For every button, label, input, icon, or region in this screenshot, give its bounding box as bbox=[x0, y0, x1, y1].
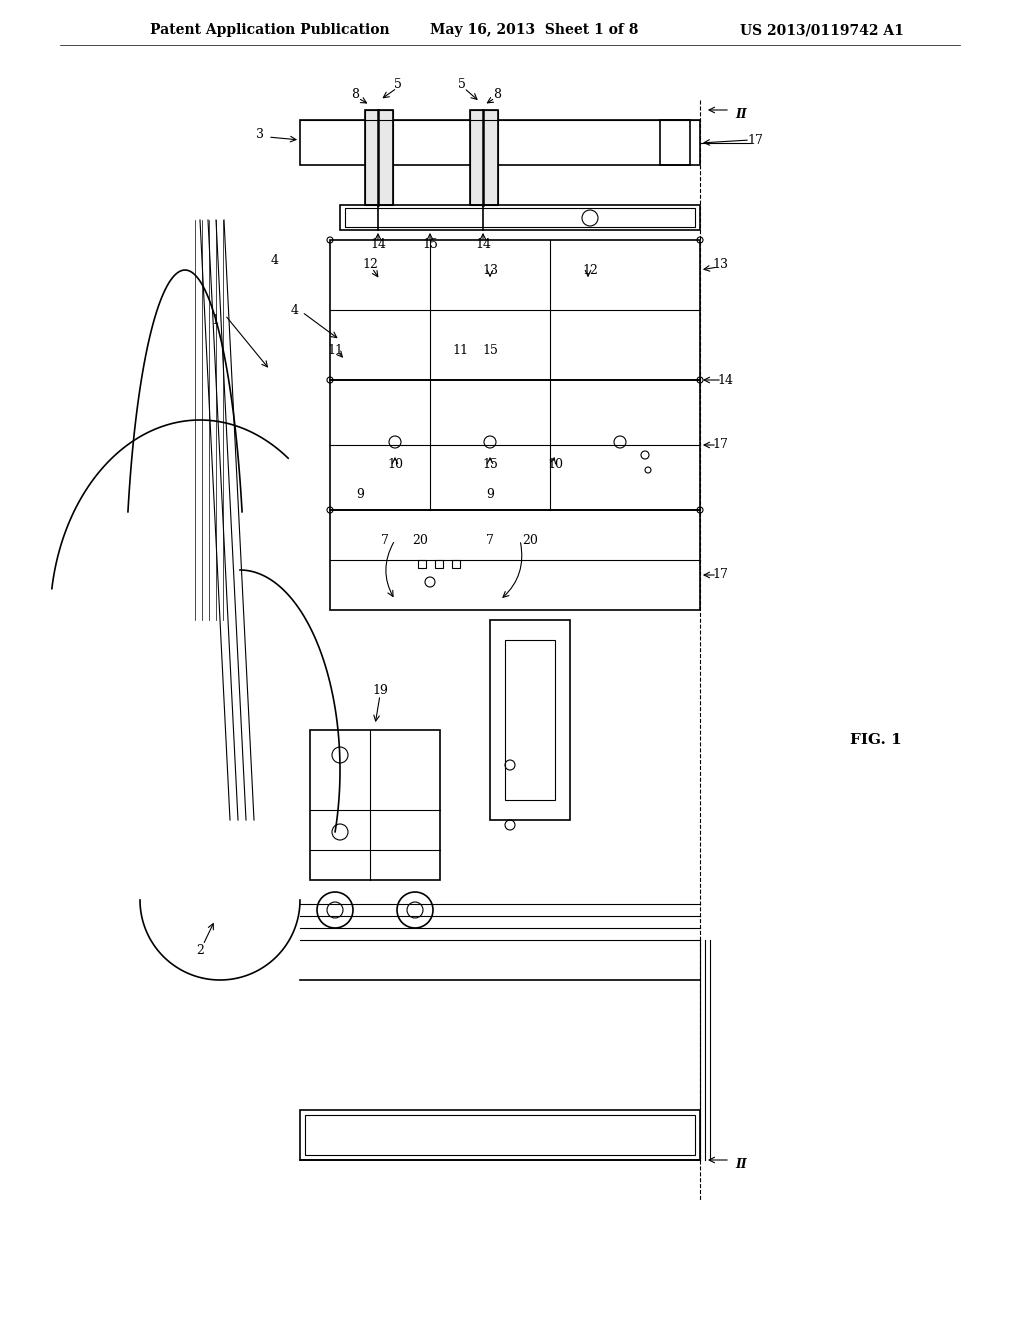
Text: 10: 10 bbox=[547, 458, 563, 471]
Bar bbox=[330, 240, 700, 380]
Text: 9: 9 bbox=[486, 488, 494, 502]
Text: 2: 2 bbox=[196, 944, 204, 957]
Text: 12: 12 bbox=[582, 264, 598, 276]
Text: 4: 4 bbox=[271, 253, 279, 267]
Bar bbox=[490, 620, 570, 820]
Text: 8: 8 bbox=[351, 88, 359, 102]
Bar bbox=[470, 110, 498, 205]
Text: 20: 20 bbox=[412, 533, 428, 546]
Text: 15: 15 bbox=[482, 343, 498, 356]
Text: 1: 1 bbox=[211, 314, 219, 326]
Text: 4: 4 bbox=[291, 304, 299, 317]
Text: Patent Application Publication: Patent Application Publication bbox=[150, 22, 389, 37]
Text: 10: 10 bbox=[387, 458, 403, 471]
Text: 13: 13 bbox=[482, 264, 498, 276]
Text: 17: 17 bbox=[712, 438, 728, 451]
Text: 11: 11 bbox=[327, 343, 343, 356]
Text: II: II bbox=[735, 1159, 746, 1172]
Bar bbox=[330, 510, 700, 610]
Text: 5: 5 bbox=[458, 78, 466, 91]
Bar bbox=[340, 205, 700, 230]
Bar bbox=[345, 209, 695, 227]
Text: 11: 11 bbox=[452, 343, 468, 356]
Text: 14: 14 bbox=[475, 239, 490, 252]
Text: 17: 17 bbox=[712, 569, 728, 582]
Text: 3: 3 bbox=[256, 128, 264, 141]
Bar bbox=[365, 110, 393, 205]
Bar bbox=[300, 120, 690, 165]
Bar bbox=[365, 110, 393, 205]
Text: 17: 17 bbox=[748, 133, 763, 147]
Text: 15: 15 bbox=[482, 458, 498, 471]
Text: 15: 15 bbox=[422, 239, 438, 252]
Text: 5: 5 bbox=[394, 78, 402, 91]
Text: May 16, 2013  Sheet 1 of 8: May 16, 2013 Sheet 1 of 8 bbox=[430, 22, 638, 37]
Text: 14: 14 bbox=[717, 374, 733, 387]
Bar bbox=[452, 560, 460, 568]
Text: 8: 8 bbox=[493, 88, 501, 102]
Text: 7: 7 bbox=[486, 533, 494, 546]
Bar bbox=[435, 560, 443, 568]
Bar bbox=[330, 380, 700, 510]
Text: 9: 9 bbox=[356, 488, 364, 502]
Bar bbox=[470, 110, 498, 205]
Bar bbox=[660, 120, 700, 165]
Text: 19: 19 bbox=[372, 684, 388, 697]
Bar bbox=[305, 1115, 695, 1155]
Bar bbox=[418, 560, 426, 568]
Text: II: II bbox=[735, 108, 746, 121]
Text: 12: 12 bbox=[362, 259, 378, 272]
Bar bbox=[310, 730, 440, 880]
Text: 14: 14 bbox=[370, 239, 386, 252]
Text: 7: 7 bbox=[381, 533, 389, 546]
Text: 20: 20 bbox=[522, 533, 538, 546]
Text: US 2013/0119742 A1: US 2013/0119742 A1 bbox=[740, 22, 904, 37]
Bar bbox=[505, 640, 555, 800]
Bar bbox=[300, 1110, 700, 1160]
Text: 13: 13 bbox=[712, 259, 728, 272]
Text: FIG. 1: FIG. 1 bbox=[850, 733, 902, 747]
